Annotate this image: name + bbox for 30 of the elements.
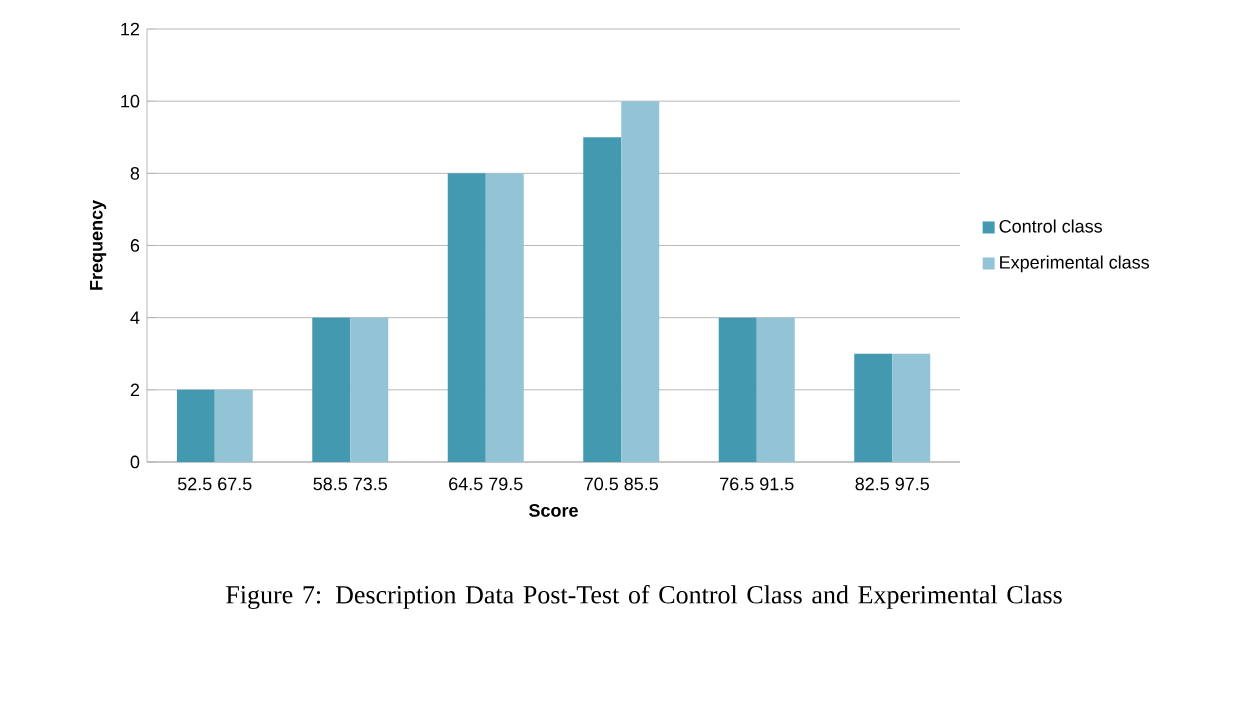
y-tick-label: 6	[130, 239, 140, 252]
bar	[892, 353, 931, 462]
bar	[214, 389, 253, 462]
bar	[312, 317, 351, 462]
y-axis-title: Frequency	[90, 200, 107, 290]
caption: Figure 7: Description Data Post-Test of Control Class and Experimental Class	[226, 585, 1062, 609]
x-tick-label: 52.5 67.5	[177, 477, 252, 491]
bar	[485, 173, 524, 462]
bar	[718, 317, 757, 462]
x-tick-label: 76.5 91.5	[720, 477, 794, 491]
x-tick-label: 70.5 85.5	[584, 477, 659, 491]
bar	[621, 101, 660, 462]
legend-label: Experimental class	[1000, 255, 1150, 273]
y-tick-label: 10	[121, 94, 140, 108]
legend-label: Control class	[999, 219, 1103, 233]
x-tick-label: 82.5 97.5	[855, 477, 929, 491]
bar	[350, 317, 389, 462]
x-tick-label: 64.5 79.5	[449, 477, 523, 491]
bar	[176, 389, 215, 462]
y-tick-label: 4	[130, 311, 140, 324]
bar	[447, 173, 486, 462]
bar	[756, 317, 795, 462]
bar	[583, 137, 622, 462]
y-tick-label: 2	[130, 383, 140, 397]
x-axis-title: Score	[529, 504, 578, 517]
bar	[854, 353, 893, 462]
y-tick-label: 0	[130, 455, 140, 469]
y-tick-label: 12	[121, 22, 140, 36]
x-tick-label: 58.5 73.5	[313, 477, 388, 491]
y-tick-label: 8	[130, 166, 140, 180]
